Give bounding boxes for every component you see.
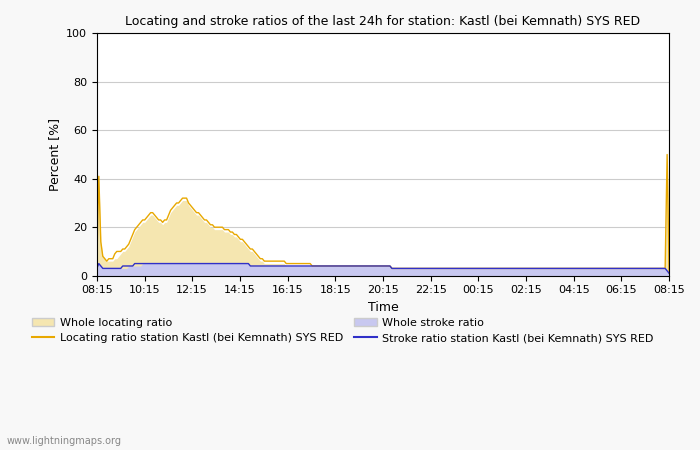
Legend: Whole locating ratio, Locating ratio station Kastl (bei Kemnath) SYS RED, Whole : Whole locating ratio, Locating ratio sta… [28, 313, 658, 348]
Text: www.lightningmaps.org: www.lightningmaps.org [7, 436, 122, 446]
Y-axis label: Percent [%]: Percent [%] [48, 118, 60, 191]
X-axis label: Time: Time [368, 301, 398, 314]
Title: Locating and stroke ratios of the last 24h for station: Kastl (bei Kemnath) SYS : Locating and stroke ratios of the last 2… [125, 15, 640, 28]
